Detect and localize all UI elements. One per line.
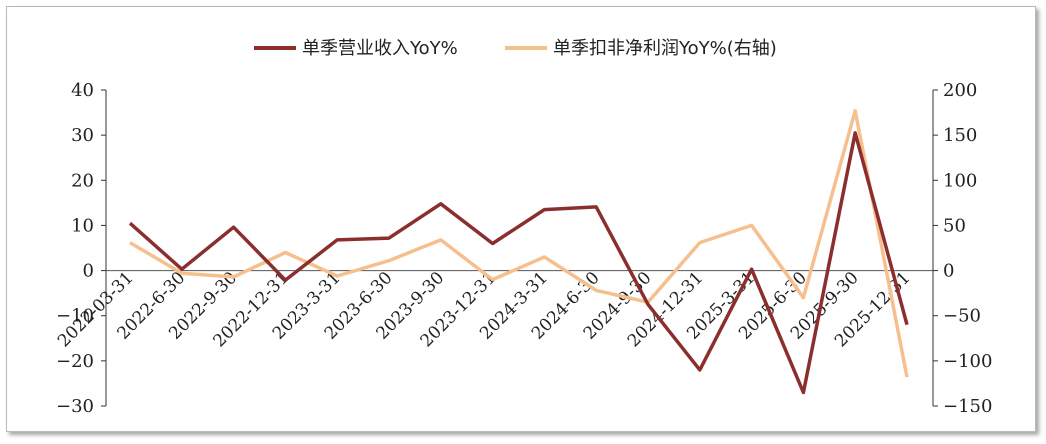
y-right-tick-label: 150 (943, 125, 977, 146)
axes: 403020100−10−20−30200150100500−50−100−15… (56, 80, 992, 417)
y-left-tick-label: 0 (83, 261, 94, 282)
y-right-tick-label: 200 (943, 80, 977, 101)
y-left-tick-label: 40 (71, 80, 94, 101)
series-line-profit-yoy (129, 109, 909, 378)
y-left-tick-label: −20 (56, 351, 94, 372)
series-lines (128, 109, 909, 395)
chart-frame (6, 6, 1036, 432)
legend: 单季营业收入YoY% 单季扣非净利润YoY%(右轴) (254, 38, 777, 59)
y-right-tick-label: −50 (943, 306, 981, 327)
y-right-tick-label: −100 (943, 351, 992, 372)
legend-label-revenue: 单季营业收入YoY% (302, 38, 458, 59)
x-tick-labels: 2022-03-312022-6-302022-9-302022-12-3120… (54, 268, 914, 351)
y-left-tick-label: 10 (71, 215, 94, 236)
y-right-tick-label: 50 (943, 215, 966, 236)
y-left-tick-label: 30 (71, 125, 94, 146)
y-left-tick-label: 20 (71, 170, 94, 191)
y-left-tick-label: −10 (56, 306, 94, 327)
series-line-revenue-yoy (128, 131, 909, 395)
y-right-tick-label: −150 (943, 396, 992, 417)
legend-label-profit: 单季扣非净利润YoY%(右轴) (553, 38, 777, 59)
y-right-tick-label: 0 (943, 261, 954, 282)
y-left-tick-label: −30 (56, 396, 94, 417)
y-right-tick-label: 100 (943, 170, 977, 191)
